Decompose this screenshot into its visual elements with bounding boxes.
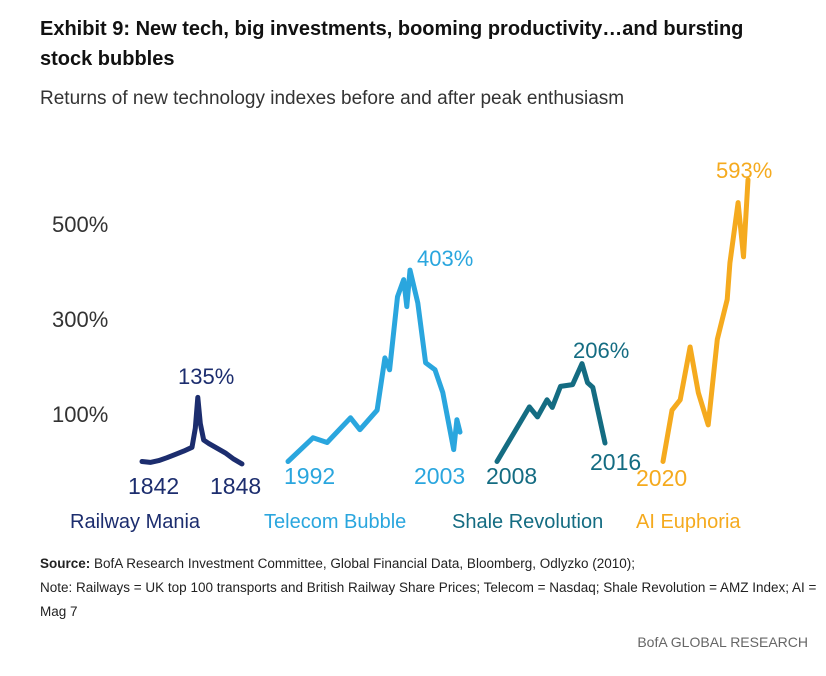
telecom-bubble-end-label: 2003 <box>414 463 465 489</box>
shale-revolution-line <box>494 361 608 464</box>
y-tick-label: 300% <box>52 307 108 332</box>
ai-euphoria-line <box>660 177 751 464</box>
exhibit-subtitle: Returns of new technology indexes before… <box>40 88 625 109</box>
railway-mania-line <box>139 394 245 467</box>
shale-revolution-start-label: 2008 <box>486 463 537 489</box>
ai-euphoria-peak-label: 593% <box>716 158 772 183</box>
ai-euphoria-series-label: AI Euphoria <box>636 511 741 533</box>
railway-mania-start-label: 1842 <box>128 473 179 499</box>
source-notes: Source: BofA Research Investment Committ… <box>40 552 820 624</box>
note-text: Note: Railways = UK top 100 transports a… <box>40 580 817 619</box>
exhibit-title: Exhibit 9: New tech, big investments, bo… <box>40 18 744 70</box>
y-tick-label: 100% <box>52 402 108 427</box>
shale-revolution-peak-label: 206% <box>573 338 629 363</box>
shale-revolution-series-label: Shale Revolution <box>452 511 603 533</box>
railway-mania-series-label: Railway Mania <box>70 511 201 533</box>
source-label: Source: <box>40 556 91 571</box>
telecom-bubble-start-label: 1992 <box>284 463 335 489</box>
railway-mania-peak-label: 135% <box>178 364 234 389</box>
telecom-bubble-series-label: Telecom Bubble <box>264 511 406 533</box>
brand-footer: BofA GLOBAL RESEARCH <box>637 634 808 650</box>
ai-euphoria-start-label: 2020 <box>636 465 687 491</box>
telecom-bubble-line <box>285 267 463 464</box>
railway-mania-end-label: 1848 <box>210 473 261 499</box>
chart: 100% 300% 500% 1842 1848 135% Railway Mania 199… <box>52 158 772 533</box>
source-text: BofA Research Investment Committee, Glob… <box>90 556 636 571</box>
shale-revolution-end-label: 2016 <box>590 449 641 475</box>
y-tick-label: 500% <box>52 212 108 237</box>
telecom-bubble-peak-label: 403% <box>417 246 473 271</box>
